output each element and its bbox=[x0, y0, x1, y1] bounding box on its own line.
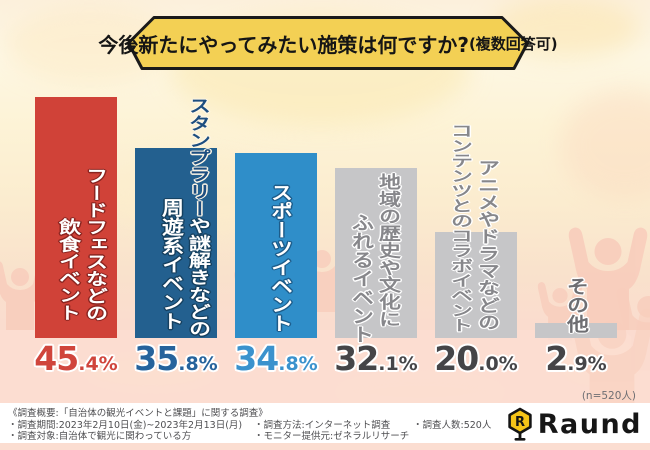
bar-value-frac: .0% bbox=[478, 353, 518, 375]
raund-logo-icon: R bbox=[508, 407, 532, 441]
bar-value-int: 32 bbox=[334, 339, 379, 378]
bar-value-int: 45 bbox=[34, 339, 79, 378]
bar-value: 2.9% bbox=[545, 342, 606, 375]
footer-line: ・調査期間:2023年2月10日(金)~2023年2月13日(月) bbox=[8, 419, 243, 431]
bar-value-frac: .4% bbox=[78, 353, 118, 375]
raund-logo: R Raund bbox=[505, 406, 642, 442]
survey-question-banner: 今後新たにやってみたい施策は何ですか? (複数回答可) bbox=[98, 15, 558, 71]
bar-6 bbox=[535, 323, 617, 338]
bar-2 bbox=[135, 148, 217, 338]
bar-value: 45.4% bbox=[34, 342, 117, 375]
bar-5 bbox=[435, 232, 517, 338]
footer-line: ・モニター提供元:ゼネラルリサーチ bbox=[254, 431, 410, 442]
footer-line: ・調査人数:520人 bbox=[413, 419, 492, 431]
bar-3 bbox=[235, 153, 317, 338]
banner-title: 今後新たにやってみたい施策は何ですか? bbox=[98, 32, 469, 57]
bar-value-int: 20 bbox=[434, 339, 479, 378]
footer-line: ・調査方法:インターネット調査 bbox=[254, 419, 391, 431]
banner-title-note: (複数回答可) bbox=[468, 34, 558, 53]
banner-plaque-shape bbox=[127, 16, 529, 70]
footer-survey-method: ・調査方法:インターネット調査 ・モニター提供元:ゼネラルリサーチ bbox=[254, 420, 409, 443]
bar-value-frac: .1% bbox=[378, 353, 418, 375]
bar-value: 34.8% bbox=[234, 342, 317, 375]
bar-value-frac: .8% bbox=[278, 353, 318, 375]
bar-value-int: 34 bbox=[234, 339, 279, 378]
sample-size-label: (n=520人) bbox=[581, 390, 636, 402]
bar-value-int: 35 bbox=[134, 339, 179, 378]
svg-text:R: R bbox=[515, 415, 525, 430]
bar-value: 20.0% bbox=[434, 342, 517, 375]
bar-value: 35.8% bbox=[134, 342, 217, 375]
bar-value-frac: .8% bbox=[178, 353, 218, 375]
bar-4 bbox=[335, 168, 417, 338]
footer-survey-count: ・調査人数:520人 bbox=[413, 420, 491, 432]
raund-logo-text: Raund bbox=[537, 408, 642, 440]
bar-value-int: 2 bbox=[545, 339, 568, 378]
bar-1 bbox=[35, 97, 117, 338]
bar-value: 32.1% bbox=[334, 342, 417, 375]
bar-value-frac: .9% bbox=[567, 353, 607, 375]
survey-footer: 《調査概要:「自治体の観光イベントと課題」に関する調査》 ・調査期間:2023年… bbox=[0, 403, 650, 443]
footer-line: 《調査概要:「自治体の観光イベントと課題」に関する調査》 bbox=[8, 408, 268, 419]
footer-line: ・調査対象:自治体で観光に関わっている方 bbox=[8, 431, 192, 442]
footer-survey-overview: 《調査概要:「自治体の観光イベントと課題」に関する調査》 ・調査期間:2023年… bbox=[8, 408, 268, 443]
